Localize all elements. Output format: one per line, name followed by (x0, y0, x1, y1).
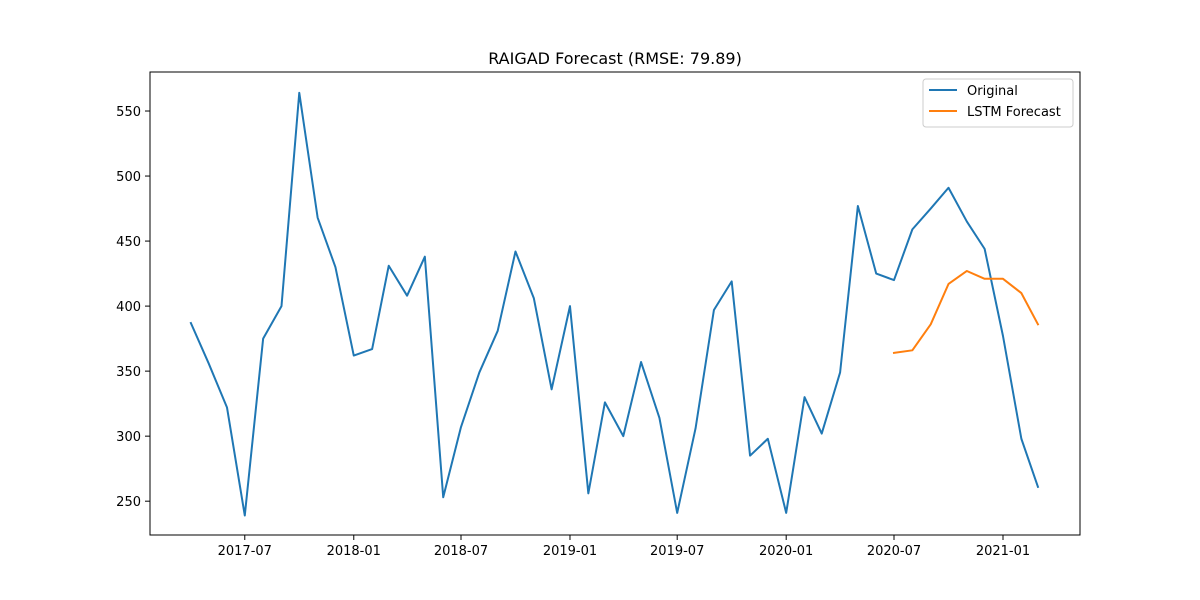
legend-box (922, 78, 1074, 128)
axes: 250 300 350 400 450 500 550 2017-07 2018-01 2018-… (116, 71, 1081, 559)
series-line-0 (189, 91, 1040, 517)
chart-title: RAIGAD Forecast (RMSE: 79.89) (488, 49, 742, 68)
y-tick-label: 400 (116, 300, 141, 315)
series-line-1 (892, 269, 1040, 355)
plot-area (189, 91, 1040, 517)
x-tick-label: 2021-01 (976, 544, 1030, 559)
x-tick-label: 2018-01 (327, 544, 381, 559)
y-tick-label: 300 (116, 430, 141, 445)
x-tick-label: 2020-01 (759, 544, 813, 559)
legend-label-0: Original (967, 84, 1018, 99)
x-tick-label: 2018-07 (434, 544, 488, 559)
y-tick-label: 250 (116, 495, 141, 510)
y-tick-label: 350 (116, 365, 141, 380)
x-tick-label: 2019-07 (650, 544, 704, 559)
y-tick-label: 450 (116, 235, 141, 250)
plot-frame (149, 71, 1081, 536)
x-tick-label: 2020-07 (867, 544, 921, 559)
y-tick-label: 550 (116, 105, 141, 120)
legend: Original LSTM Forecast (922, 78, 1074, 128)
legend-label-1: LSTM Forecast (967, 105, 1061, 120)
y-tick-label: 500 (116, 170, 141, 185)
x-tick-label: 2017-07 (218, 544, 272, 559)
x-tick-label: 2019-01 (543, 544, 597, 559)
